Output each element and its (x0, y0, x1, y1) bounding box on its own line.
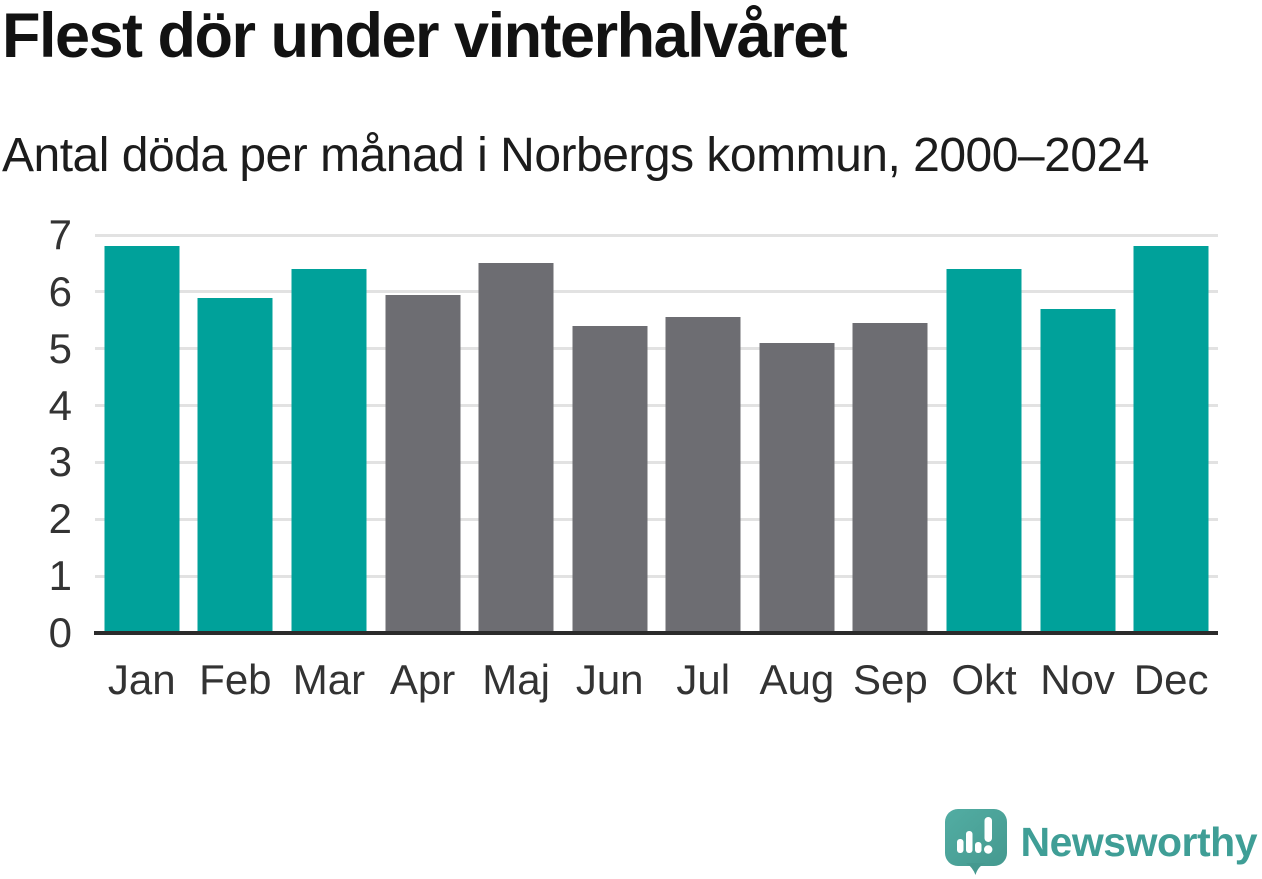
bar-chart-icon (956, 831, 981, 853)
bar-jul (665, 317, 741, 633)
bar-slot-dec (1124, 235, 1218, 633)
x-tick-label-feb: Feb (199, 656, 272, 703)
bar-slot-sep (844, 235, 938, 633)
bar-dec (1133, 246, 1209, 633)
bar-slot-maj (469, 235, 563, 633)
bar-maj (478, 263, 554, 633)
gridline-2 (95, 517, 1218, 521)
gridline-4 (95, 404, 1218, 408)
bar-mar (291, 269, 367, 633)
x-axis-line (94, 631, 1218, 635)
bar-aug (759, 343, 835, 633)
bar-jan (104, 246, 180, 633)
x-tick-label-jun: Jun (575, 656, 644, 703)
bar-feb (197, 297, 273, 633)
y-axis: 0 1 2 3 4 5 6 7 (0, 214, 72, 654)
x-tick-label-maj: Maj (482, 656, 550, 703)
x-tick-label-jul: Jul (676, 656, 731, 703)
x-tick-label-aug: Aug (759, 656, 835, 703)
y-tick-label-5: 5 (48, 324, 72, 372)
bar-slot-mar (282, 235, 376, 633)
x-tick-label-okt: Okt (951, 656, 1017, 703)
gridline-5 (95, 347, 1218, 351)
y-tick-label-4: 4 (48, 381, 72, 429)
bar-slot-apr (376, 235, 470, 633)
exclamation-icon (983, 817, 992, 854)
newsworthy-logo: Newsworthy (944, 809, 1258, 875)
gridline-1 (95, 574, 1218, 578)
bar-slot-feb (189, 235, 283, 633)
x-tick-label-mar: Mar (292, 656, 366, 703)
bar-slot-jun (563, 235, 657, 633)
x-axis: Jan Feb Mar Apr Maj Jun Jul Aug Sep Okt Nov Dec (95, 655, 1218, 705)
y-tick-label-1: 1 (48, 552, 72, 600)
bar-okt (946, 269, 1022, 633)
bar-slot-nov (1031, 235, 1125, 633)
x-tick-label-nov: Nov (1040, 656, 1115, 703)
bar-slot-jan (95, 235, 189, 633)
newsworthy-logo-icon (944, 809, 1007, 875)
y-tick-label-6: 6 (48, 267, 72, 315)
bar-series (95, 235, 1218, 633)
gridline-6 (95, 290, 1218, 294)
gridline-7 (95, 233, 1218, 237)
chart-subtitle: Antal döda per månad i Norbergs kommun, … (2, 129, 1149, 182)
bar-slot-jul (656, 235, 750, 633)
speech-bubble-shape (944, 809, 1007, 875)
bar-slot-aug (750, 235, 844, 633)
chart-title: Flest dör under vinterhalvåret (2, 1, 848, 71)
newsworthy-wordmark: Newsworthy (1020, 818, 1258, 865)
bar-jun (572, 325, 648, 633)
x-tick-label-apr: Apr (389, 656, 456, 703)
bar-sep (852, 323, 928, 633)
bar-apr (385, 294, 461, 633)
x-tick-label-jan: Jan (107, 656, 176, 703)
x-tick-label-sep: Sep (853, 656, 928, 703)
bar-nov (1040, 308, 1116, 633)
bar-slot-okt (937, 235, 1031, 633)
plot-area (94, 233, 1218, 635)
y-tick-label-7: 7 (48, 211, 72, 258)
y-tick-label-3: 3 (48, 438, 72, 486)
y-tick-label-2: 2 (48, 495, 72, 543)
gridline-3 (95, 460, 1218, 464)
y-tick-label-0: 0 (48, 609, 72, 656)
x-tick-label-dec: Dec (1133, 656, 1209, 703)
